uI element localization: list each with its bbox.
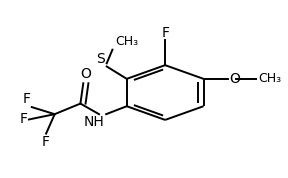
Text: S: S (96, 52, 105, 66)
Text: F: F (42, 135, 50, 149)
Text: CH₃: CH₃ (258, 72, 281, 85)
Text: F: F (22, 92, 30, 106)
Text: F: F (161, 26, 169, 40)
Text: O: O (229, 72, 240, 86)
Text: CH₃: CH₃ (115, 35, 139, 48)
Text: NH: NH (84, 115, 105, 129)
Text: O: O (80, 67, 91, 82)
Text: F: F (20, 112, 28, 126)
